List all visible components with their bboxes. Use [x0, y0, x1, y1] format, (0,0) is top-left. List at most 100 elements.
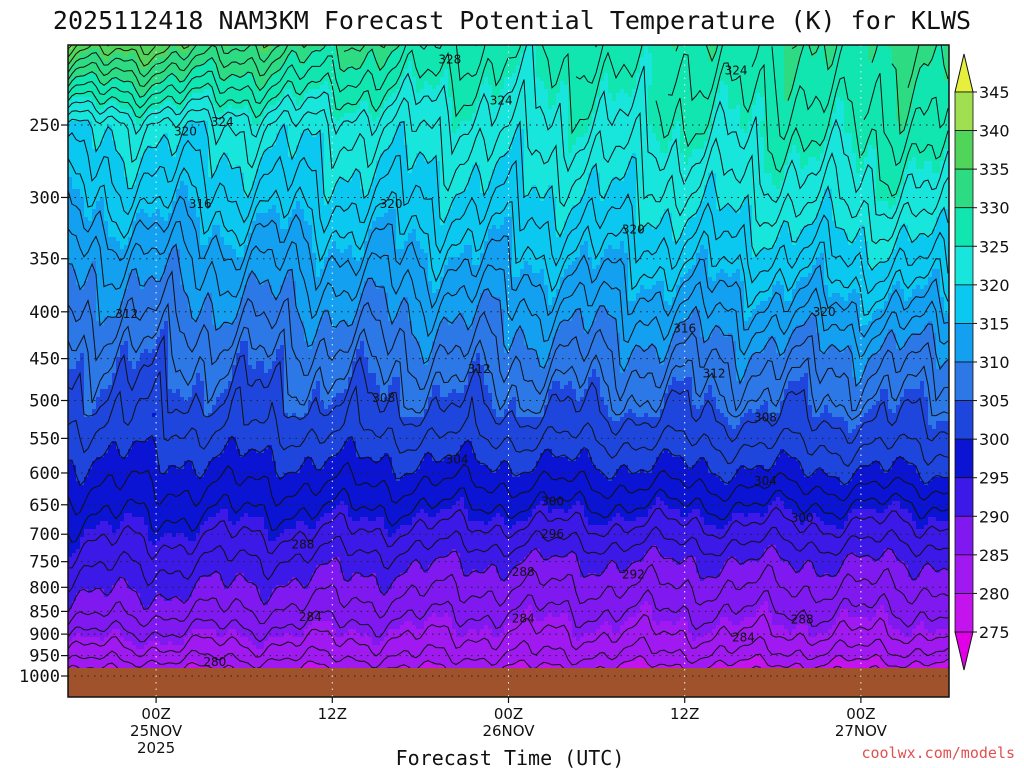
contour-fill-cell: [648, 45, 653, 54]
contour-fill-cell: [628, 409, 633, 474]
contour-fill-cell: [540, 369, 545, 418]
contour-fill-cell: [700, 457, 705, 518]
contour-fill-cell: [164, 57, 169, 78]
contour-fill-cell: [436, 461, 441, 514]
contour-fill-cell: [256, 213, 261, 282]
contour-fill-cell: [472, 45, 477, 114]
contour-fill-cell: [272, 45, 277, 74]
contour-fill-cell: [116, 449, 121, 530]
contour-fill-cell: [288, 529, 293, 582]
contour-fill-cell: [184, 537, 189, 602]
contour-fill-cell: [776, 553, 781, 626]
contour-fill-cell: [252, 517, 257, 586]
contour-fill-cell: [396, 49, 401, 90]
contour-fill-cell: [848, 345, 853, 434]
contour-fill-cell: [272, 541, 277, 590]
contour-fill-cell: [116, 105, 121, 154]
contour-fill-cell: [768, 613, 773, 666]
contour-fill-cell: [240, 109, 245, 174]
contour-fill-cell: [464, 385, 469, 442]
contour-fill-cell: [592, 269, 597, 322]
contour-fill-cell: [264, 109, 269, 150]
contour-fill-cell: [76, 57, 81, 78]
contour-fill-cell: [164, 645, 169, 674]
contour-fill-cell: [676, 509, 681, 566]
contour-fill-cell: [200, 245, 205, 310]
contour-fill-cell: [520, 269, 525, 330]
contour-fill-cell: [336, 57, 341, 122]
contour-fill-cell: [716, 209, 721, 274]
contour-fill-cell: [76, 45, 81, 58]
contour-fill-cell: [872, 509, 877, 562]
contour-fill-cell: [656, 141, 661, 226]
contour-fill-cell: [516, 477, 521, 522]
contour-fill-cell: [588, 573, 593, 634]
contour-fill-cell: [792, 513, 797, 570]
contour-fill-cell: [632, 413, 637, 474]
contour-fill-cell: [756, 465, 761, 514]
contour-label: 312: [115, 307, 138, 321]
contour-fill-cell: [240, 457, 245, 518]
contour-label: 320: [380, 197, 403, 211]
contour-fill-cell: [764, 301, 769, 346]
contour-fill-cell: [736, 561, 741, 626]
contour-fill-cell: [616, 93, 621, 178]
contour-fill-cell: [436, 385, 441, 462]
contour-fill-cell: [208, 45, 213, 58]
contour-fill-cell: [280, 125, 285, 230]
contour-fill-cell: [804, 165, 809, 226]
contour-fill-cell: [632, 153, 637, 302]
contour-fill-cell: [292, 281, 297, 414]
contour-fill-cell: [228, 437, 233, 522]
contour-fill-cell: [540, 557, 545, 622]
contour-fill-cell: [796, 65, 801, 154]
contour-fill-cell: [724, 205, 729, 274]
contour-fill-cell: [140, 441, 145, 518]
contour-fill-cell: [676, 381, 681, 458]
contour-fill-cell: [672, 457, 677, 510]
contour-fill-cell: [448, 325, 453, 394]
contour-fill-cell: [92, 461, 97, 530]
contour-fill-cell: [900, 561, 905, 634]
contour-fill-cell: [528, 553, 533, 606]
contour-fill-cell: [468, 521, 473, 574]
contour-fill-cell: [112, 585, 117, 630]
contour-fill-cell: [852, 617, 857, 662]
contour-fill-cell: [900, 633, 905, 670]
contour-fill-cell: [228, 77, 233, 106]
contour-fill-cell: [596, 309, 601, 378]
contour-fill-cell: [924, 525, 929, 566]
contour-fill-cell: [620, 625, 625, 666]
contour-fill-cell: [184, 53, 189, 78]
contour-fill-cell: [492, 517, 497, 566]
contour-fill-cell: [916, 73, 921, 170]
contour-fill-cell: [260, 285, 265, 362]
contour-fill-cell: [852, 473, 857, 510]
contour-fill-cell: [176, 49, 181, 82]
contour-fill-cell: [640, 605, 645, 658]
contour-fill-cell: [892, 501, 897, 554]
contour-fill-cell: [944, 45, 949, 82]
contour-fill-cell: [644, 289, 649, 350]
contour-fill-layer: [68, 45, 949, 697]
contour-fill-cell: [480, 253, 485, 294]
contour-fill-cell: [840, 229, 845, 298]
contour-fill-cell: [108, 633, 113, 666]
contour-fill-cell: [920, 65, 925, 170]
contour-fill-cell: [304, 93, 309, 130]
contour-fill-cell: [888, 505, 893, 550]
contour-fill-cell: [672, 129, 677, 242]
contour-fill-cell: [404, 621, 409, 666]
contour-fill-cell: [680, 517, 685, 562]
contour-fill-cell: [236, 109, 241, 166]
contour-fill-cell: [816, 213, 821, 258]
contour-fill-cell: [424, 513, 429, 574]
contour-fill-cell: [640, 469, 645, 518]
y-axis: 2503003504004505005506006507007508008509…: [19, 116, 68, 687]
contour-fill-cell: [648, 605, 653, 666]
contour-fill-cell: [192, 93, 197, 122]
contour-fill-cell: [280, 477, 285, 534]
contour-fill-cell: [704, 525, 709, 578]
contour-fill-cell: [812, 569, 817, 638]
contour-fill-cell: [108, 445, 113, 526]
